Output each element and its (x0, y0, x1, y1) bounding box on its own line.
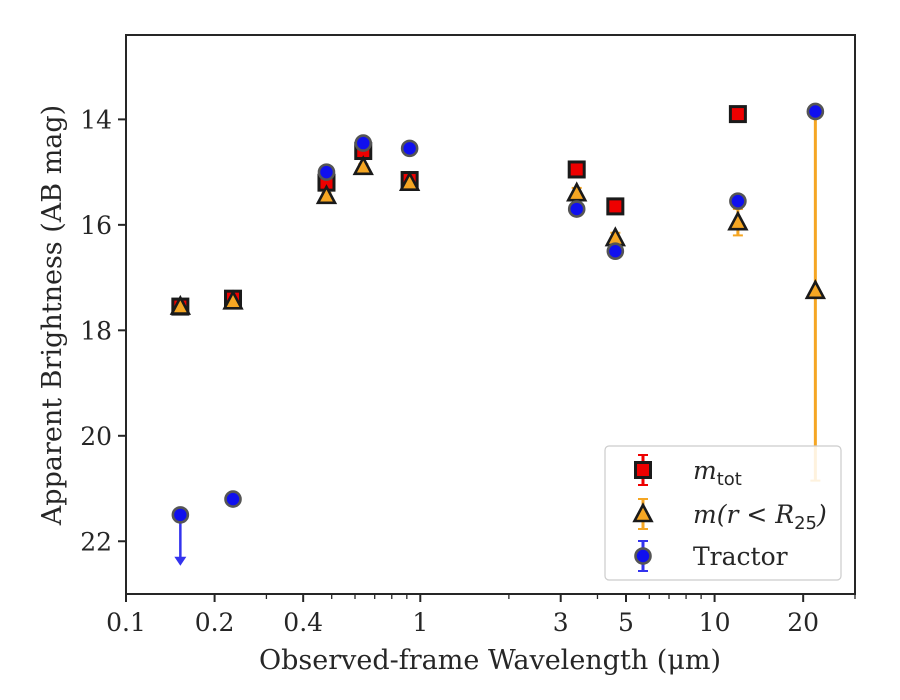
legend-square-marker (634, 461, 652, 479)
legend-triangle-marker (632, 502, 654, 523)
y-tick-label: 16 (80, 211, 112, 240)
triangle-marker (398, 170, 421, 191)
circle-marker (354, 134, 373, 152)
y-tick-label: 20 (80, 422, 112, 451)
circle-marker (171, 506, 190, 524)
triangle-marker (315, 184, 338, 205)
x-tick-label: 1 (412, 608, 428, 637)
upper-limit-arrowhead (174, 556, 187, 566)
x-tick-label: 0.2 (195, 608, 235, 637)
triangle-marker (222, 289, 244, 310)
legend-label: m(r < R25) (693, 500, 827, 534)
x-tick-label: 3 (553, 608, 569, 637)
x-axis-ticks: 0.1 0.2 0.4 1 3 5 10 20 (106, 594, 856, 637)
circle-marker (224, 490, 242, 508)
y-tick-label: 22 (80, 527, 112, 556)
plot-frame (125, 34, 856, 595)
circle-marker (606, 242, 625, 261)
legend-label: Tractor (693, 542, 788, 571)
data-markers (169, 102, 827, 524)
y-axis-ticks: 14 16 18 20 22 (80, 105, 126, 556)
x-tick-label: 20 (787, 608, 819, 637)
triangle-marker (804, 278, 827, 300)
legend-label: mtot (693, 456, 742, 490)
square-marker (567, 160, 586, 179)
triangle-marker (352, 155, 374, 176)
legend-box (604, 445, 842, 581)
x-tick-label: 0.1 (106, 608, 146, 637)
x-tick-label: 0.4 (283, 608, 323, 637)
triangle-marker (566, 181, 588, 202)
x-tick-label: 10 (699, 608, 731, 637)
circle-marker (729, 192, 747, 210)
legend: mtot m(r < R25) Tractor (604, 445, 842, 581)
circle-marker (317, 163, 336, 181)
x-axis-label: Observed-frame Wavelength (μm) (259, 645, 721, 676)
triangle-marker (169, 294, 192, 315)
y-axis-label: Apparent Brightness (AB mag) (37, 105, 68, 526)
circle-marker (806, 102, 825, 121)
circle-marker (567, 200, 586, 218)
square-marker (728, 105, 747, 124)
triangle-marker (727, 210, 749, 231)
square-marker (606, 197, 625, 216)
y-tick-label: 18 (80, 316, 112, 345)
circle-marker (400, 139, 419, 158)
x-tick-label: 5 (618, 608, 634, 637)
legend-circle-marker (634, 547, 652, 565)
y-tick-label: 14 (80, 105, 112, 134)
